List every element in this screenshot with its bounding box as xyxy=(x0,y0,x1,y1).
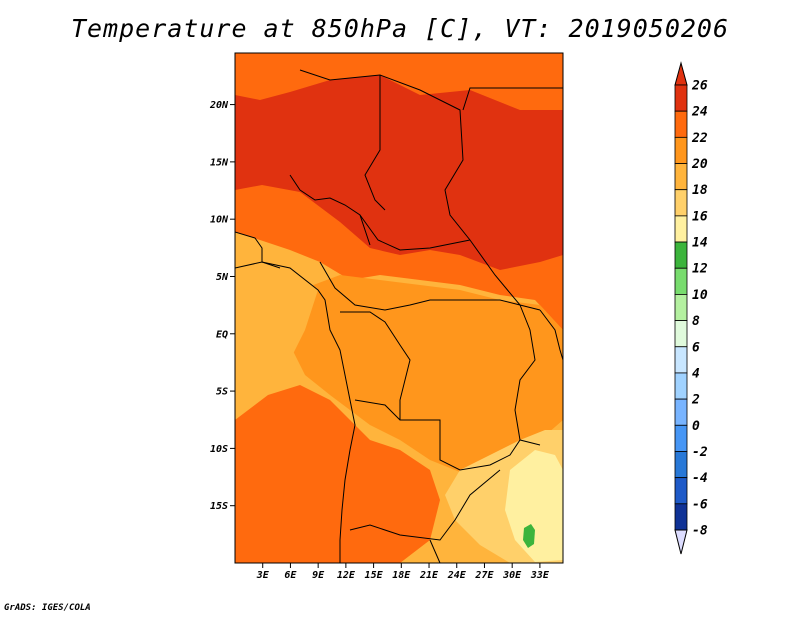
colorbar-level-label: 14 xyxy=(692,236,708,251)
lon-tick-label: 3E xyxy=(256,570,270,581)
colorbar-level-label: 16 xyxy=(692,209,708,224)
colorbar-swatch xyxy=(674,189,688,217)
colorbar-level-label: -4 xyxy=(692,471,708,486)
region-atlantic-light-orange xyxy=(235,262,318,385)
lon-tick-label: 24E xyxy=(447,570,467,581)
colorbar-level-label: 20 xyxy=(691,157,708,172)
colorbar-swatch xyxy=(674,241,688,269)
colorbar-swatch xyxy=(674,163,688,191)
colorbar-swatch xyxy=(674,294,688,321)
colorbar-bottom-triangle xyxy=(674,529,688,555)
colorbar-level-label: 6 xyxy=(692,340,700,355)
region-angola-orange xyxy=(235,385,440,563)
region-congo-orange xyxy=(290,275,563,472)
region-sahel-red-core xyxy=(235,75,563,270)
colorbar-level-label: -6 xyxy=(692,497,708,512)
colorbar-swatch xyxy=(674,110,688,138)
colorbar-level-label: 22 xyxy=(691,131,708,146)
colorbar-level-label: 8 xyxy=(692,314,700,329)
lat-tick-label: 15S xyxy=(210,501,228,512)
colorbar-level-label: 12 xyxy=(692,262,708,277)
lon-tick-label: 18E xyxy=(392,570,411,581)
longitude-axis: 3E 6E 9E 12E 15E 18E 21E 24E 27E 30E 33E xyxy=(256,563,550,581)
lon-tick-label: 33E xyxy=(530,570,550,581)
colorbar-swatch xyxy=(674,136,688,164)
lon-tick-label: 15E xyxy=(365,570,384,581)
region-malawi-pale xyxy=(505,450,563,562)
colorbar-level-label: 26 xyxy=(691,79,708,94)
colorbar-level-label: 18 xyxy=(692,183,708,198)
colorbar-swatch xyxy=(674,215,688,243)
colorbar-level-label: 2 xyxy=(691,393,700,408)
lat-tick-label: 20N xyxy=(209,100,229,111)
colorbar-swatch xyxy=(674,84,688,112)
region-highland-green xyxy=(523,524,535,548)
lat-tick-label: EQ xyxy=(216,329,228,340)
colorbar-swatch xyxy=(674,267,688,295)
country-borders xyxy=(235,69,563,563)
colorbar-swatch xyxy=(674,346,688,374)
colorbar-level-label: 0 xyxy=(692,419,700,434)
lon-tick-label: 27E xyxy=(474,570,494,581)
colorbar-swatch xyxy=(674,503,688,531)
colorbar-level-label: -8 xyxy=(692,524,708,539)
colorbar-level-label: 4 xyxy=(692,366,700,381)
lat-tick-label: 5S xyxy=(216,387,228,398)
lat-tick-label: 10N xyxy=(210,215,229,226)
colorbar-swatch xyxy=(674,477,688,505)
colorbar-swatch xyxy=(674,320,688,348)
colorbar-swatch xyxy=(674,398,688,426)
colorbar-top-triangle xyxy=(674,61,688,86)
colorbar-level-label: 24 xyxy=(691,105,708,120)
grads-credit: GrADS: IGES/COLA xyxy=(4,603,91,613)
lat-tick-label: 15N xyxy=(210,157,229,168)
colorbar-swatch xyxy=(674,451,688,479)
colorbar-swatch xyxy=(674,424,688,452)
colorbar-swatch xyxy=(674,372,688,400)
lat-tick-label: 10S xyxy=(210,444,228,455)
latitude-axis: 20N 15N 10N 5N EQ 5S 10S 15S xyxy=(209,100,235,512)
temperature-field xyxy=(235,53,563,563)
colorbar-level-label: 10 xyxy=(692,288,708,303)
map-title: Temperature at 850hPa [C], VT: 201905020… xyxy=(70,14,730,43)
lon-tick-label: 6E xyxy=(284,570,297,581)
lon-tick-label: 12E xyxy=(337,570,356,581)
map-frame xyxy=(234,52,564,564)
lon-tick-label: 9E xyxy=(312,570,325,581)
lon-tick-label: 30E xyxy=(502,570,522,581)
colorbar-level-label: -2 xyxy=(692,445,708,460)
lat-tick-label: 5N xyxy=(216,272,229,283)
lon-tick-label: 21E xyxy=(419,570,439,581)
